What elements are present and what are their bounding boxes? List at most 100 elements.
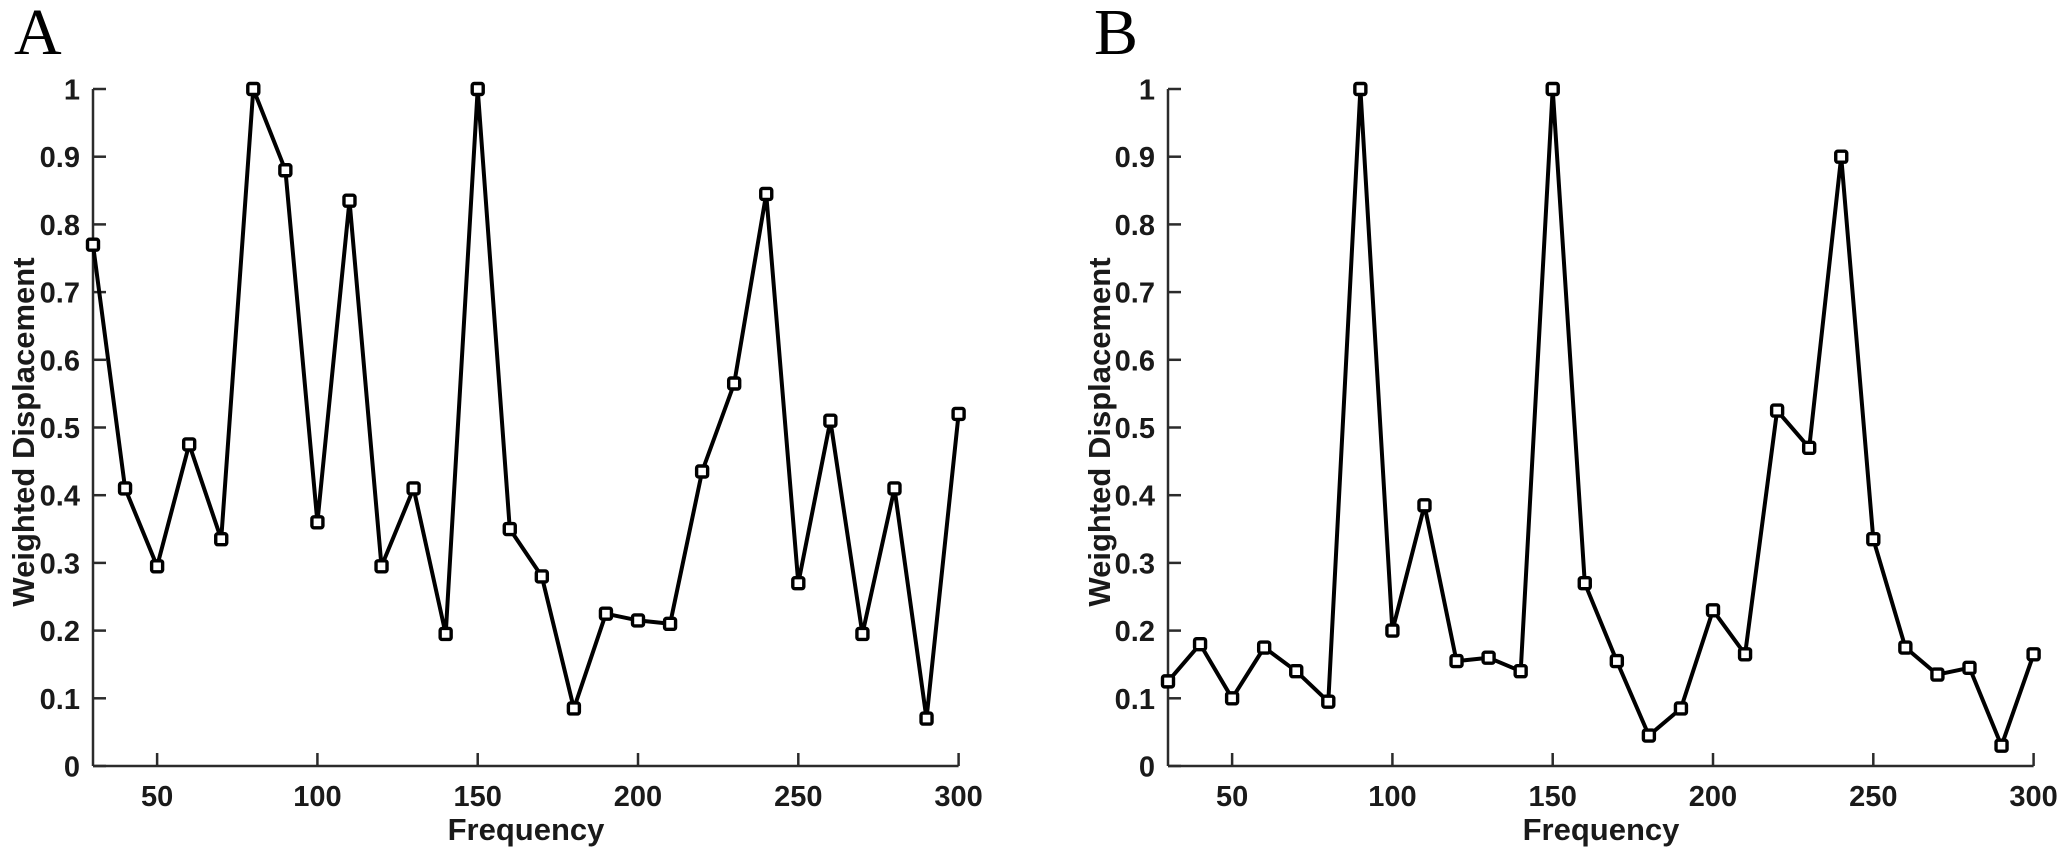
data-point-marker: [759, 186, 774, 202]
data-point-marker: [1834, 149, 1849, 164]
data-point-marker: [951, 406, 966, 422]
data-point-marker: [1930, 667, 1945, 682]
data-point-marker: [1289, 664, 1304, 679]
x-tick-label: 200: [614, 781, 662, 813]
x-tick-label: 100: [293, 781, 341, 813]
data-point-marker: [470, 81, 485, 97]
data-point-marker: [1545, 81, 1560, 97]
y-tick-label: 0.8: [1115, 210, 1155, 242]
panel-b-label: B: [1094, 0, 1139, 69]
data-point-marker: [662, 616, 678, 632]
panel-b-plot: 50 100 150 200 250 300 0 0.1 0.2 0.3 0.4 0.5 0.6 0.7 0…: [1115, 75, 2058, 814]
x-tick-label: 250: [774, 781, 822, 813]
panel-a-x-axis-title: Frequency: [447, 812, 605, 847]
data-point-marker: [1673, 701, 1689, 716]
data-point-marker: [1513, 664, 1528, 679]
data-point-marker: [1417, 498, 1432, 513]
data-point-marker: [694, 464, 710, 479]
data-point-marker: [534, 569, 550, 584]
data-point-marker: [1609, 653, 1625, 669]
y-tick-label: 0: [1139, 752, 1155, 784]
panel-a-label: A: [14, 0, 62, 69]
panel-a-plot: 50 100 150 200 250 300 0 0.1 0.2 0.3 0.4 0.5 0.6 0.7 0…: [40, 75, 983, 814]
y-tick-label: 1: [1139, 75, 1155, 107]
data-point-marker: [278, 163, 293, 178]
data-point-marker: [823, 413, 838, 428]
data-point-marker: [630, 613, 646, 628]
data-point-marker: [1801, 440, 1817, 456]
data-point-marker: [855, 626, 870, 642]
data-point-marker: [246, 81, 261, 97]
data-point-marker: [566, 701, 582, 716]
data-point-marker: [1321, 694, 1336, 709]
y-tick-label: 0.1: [1115, 684, 1155, 716]
panel-a: A Weighted Displacement 50 100 150 200 250 30…: [0, 0, 1030, 858]
y-tick-label: 0.3: [1115, 548, 1155, 580]
data-point-marker: [1224, 691, 1240, 706]
data-point-marker: [117, 481, 133, 496]
y-tick-label: 0.7: [40, 278, 80, 310]
data-point-marker: [1577, 576, 1592, 591]
data-point-marker: [85, 237, 101, 252]
y-tick-label: 0.6: [40, 345, 80, 377]
data-point-marker: [1481, 650, 1496, 665]
data-point-marker: [214, 532, 229, 547]
panel-b: B Weighted Displacement 50 100 150 200 250 30…: [1031, 0, 2061, 858]
data-point-marker: [1898, 640, 1913, 655]
y-tick-label: 0.7: [1115, 278, 1155, 310]
data-point-marker: [1866, 532, 1881, 547]
y-tick-label: 0.1: [40, 684, 80, 716]
data-point-marker: [1705, 603, 1721, 618]
data-point-marker: [374, 559, 389, 574]
x-tick-label: 50: [141, 781, 173, 813]
data-point-marker: [181, 437, 197, 452]
x-tick-label: 250: [1849, 781, 1897, 813]
data-point-marker: [598, 606, 614, 621]
x-tick-label: 50: [1216, 781, 1248, 813]
data-point-marker: [887, 481, 902, 496]
data-point-marker: [1994, 738, 2009, 753]
y-tick-label: 1: [64, 75, 80, 107]
x-tick-label: 300: [2009, 781, 2057, 813]
y-tick-label: 0.4: [40, 481, 80, 513]
data-point-marker: [310, 515, 325, 530]
y-tick-label: 0.8: [40, 210, 80, 242]
series-line: [1166, 87, 2036, 748]
data-point-marker: [438, 626, 453, 642]
y-tick-label: 0.4: [1115, 481, 1155, 513]
y-tick-label: 0: [64, 752, 80, 784]
y-tick-label: 0.6: [1115, 345, 1155, 377]
data-point-marker: [149, 559, 165, 574]
data-point-marker: [1160, 674, 1176, 689]
y-tick-label: 0.5: [1115, 413, 1155, 445]
data-point-marker: [1737, 647, 1753, 662]
series-line: [91, 87, 961, 721]
data-point-marker: [1962, 660, 1977, 676]
data-point-marker: [1449, 653, 1464, 669]
x-tick-label: 100: [1368, 781, 1416, 813]
data-point-marker: [1641, 728, 1657, 743]
data-point-marker: [726, 376, 742, 391]
panel-b-x-axis-title: Frequency: [1522, 812, 1680, 847]
y-tick-label: 0.9: [40, 142, 80, 174]
data-point-marker: [1256, 640, 1272, 655]
data-point-marker: [1769, 403, 1785, 418]
y-tick-label: 0.2: [40, 616, 80, 648]
data-point-marker: [2026, 647, 2041, 662]
data-point-marker: [1353, 81, 1368, 97]
y-tick-label: 0.5: [40, 413, 80, 445]
x-tick-label: 150: [454, 781, 502, 813]
data-point-marker: [342, 193, 357, 208]
x-tick-label: 200: [1689, 781, 1737, 813]
y-tick-label: 0.3: [40, 548, 80, 580]
data-point-marker: [406, 481, 421, 496]
x-tick-label: 300: [934, 781, 982, 813]
data-point-marker: [791, 576, 806, 591]
x-tick-label: 150: [1529, 781, 1577, 813]
data-point-marker: [1385, 623, 1400, 638]
y-tick-label: 0.9: [1115, 142, 1155, 174]
data-point-marker: [502, 521, 517, 537]
data-point-marker: [919, 711, 934, 726]
y-tick-label: 0.2: [1115, 616, 1155, 648]
